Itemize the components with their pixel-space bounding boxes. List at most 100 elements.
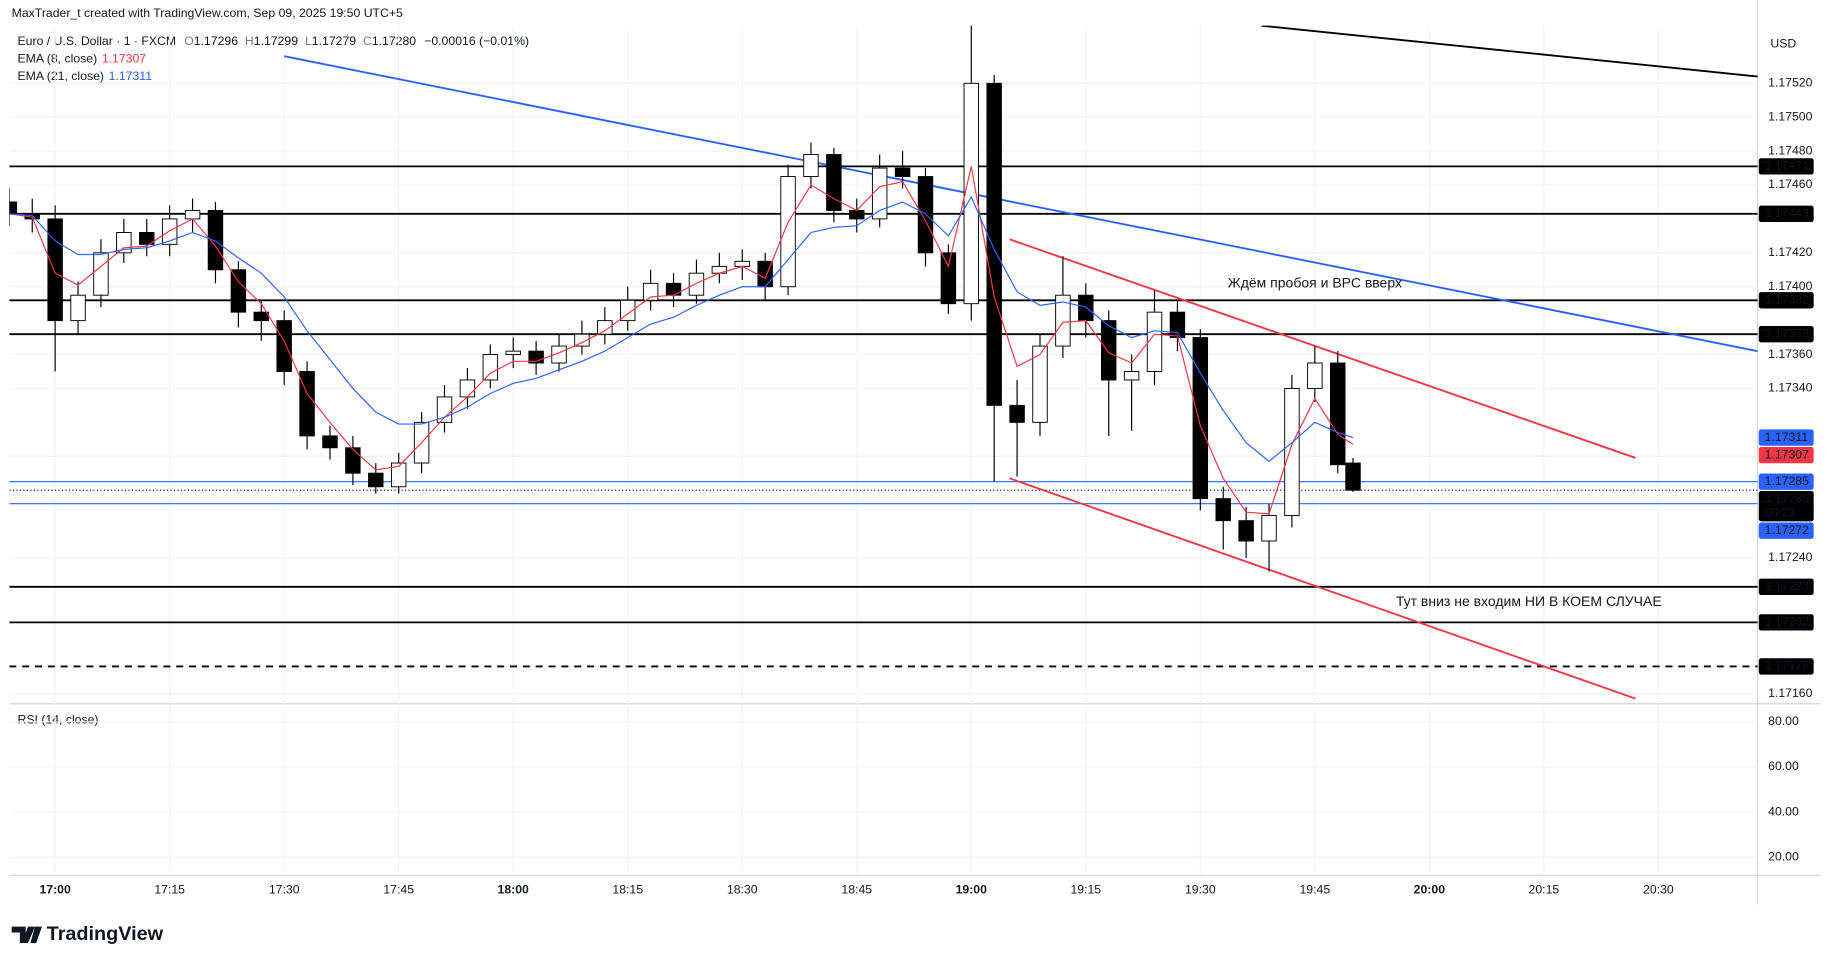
candle-body: [642, 282, 659, 301]
x-tick-label: 17:45: [383, 883, 414, 897]
candle-body: [93, 252, 109, 296]
price-label-box: [1758, 578, 1814, 595]
candle-body: [299, 371, 315, 437]
candle-body: [230, 269, 247, 313]
candle-body: [1146, 311, 1163, 372]
price-label-box: [1758, 205, 1814, 223]
ema-legend: EMA (21, close) 1.17311: [18, 69, 153, 83]
x-tick-label: 18:30: [727, 883, 758, 897]
y-tick-label: 1.17340: [1768, 381, 1812, 395]
candle-body: [1192, 337, 1209, 500]
price-label-box: [1758, 658, 1814, 675]
candle-body: [917, 176, 934, 254]
ema-line: [9, 195, 1354, 463]
y-tick-label: 40.00: [1768, 804, 1799, 818]
y-tick-label: 1.17480: [1768, 143, 1812, 157]
price-label: 1.17223: [1765, 579, 1809, 593]
price-label: 1.17280: [1765, 491, 1809, 505]
candle-body: [849, 209, 865, 220]
candle-body: [345, 447, 361, 474]
price-label: 1.17372: [1765, 326, 1809, 340]
candle-body: [963, 82, 980, 305]
x-tick-label: 20:00: [1414, 883, 1446, 897]
ema-legend: EMA (8, close) 1.17307: [18, 52, 147, 66]
price-label: 1.17285: [1765, 474, 1809, 488]
candle-body: [734, 260, 750, 267]
candle-body: [780, 176, 796, 288]
x-tick-label: 19:00: [956, 883, 988, 897]
ohlc-value: 1.17299: [254, 34, 298, 48]
x-tick-label: 18:15: [612, 883, 643, 897]
price-label-box: [1758, 326, 1814, 343]
price-label-box: [1758, 522, 1814, 539]
price-label-box: [1758, 473, 1814, 490]
y-tick-label: 1.17420: [1768, 245, 1812, 259]
ohlc-key: O: [184, 34, 194, 48]
ohlc-value: 1.17280: [372, 34, 416, 48]
x-tick-label: 20:30: [1643, 883, 1674, 897]
candle-body: [551, 345, 567, 364]
ohlc-value: 1.17279: [312, 34, 356, 48]
candle-body: [70, 294, 86, 322]
candle-body: [1123, 371, 1140, 381]
candle-body: [161, 218, 178, 245]
candle-body: [459, 379, 476, 398]
price-label-box: [1758, 292, 1814, 309]
countdown: 00:28: [1765, 505, 1796, 519]
candle-body: [47, 218, 63, 322]
brand: TradingView: [47, 923, 164, 945]
annotation: Тут вниз не входим НИ В КОЕМ СЛУЧАЕ: [1396, 593, 1662, 609]
symbol: Euro / U.S. Dollar · 1 · FXCM: [18, 34, 177, 48]
x-tick-label: 19:30: [1185, 883, 1216, 897]
candle-body: [253, 311, 269, 322]
candle-body: [528, 350, 544, 364]
candle-body: [1169, 311, 1186, 339]
candle-body: [207, 209, 224, 271]
legend-name: EMA (21, close): [18, 69, 104, 83]
trendline: [1261, 25, 1758, 78]
ohlc-key: C: [363, 34, 372, 48]
y-tick-label: 1.17160: [1768, 686, 1812, 700]
logo-mark: [11, 926, 43, 943]
x-tick-label: 18:00: [498, 883, 530, 897]
attribution: MaxTrader_t created with TradingView.com…: [12, 6, 403, 20]
y-tick-label: 1.17500: [1768, 109, 1812, 123]
x-tick-label: 20:15: [1529, 883, 1560, 897]
y-tick-label: 20.00: [1768, 849, 1799, 863]
ema-line: [9, 166, 1354, 515]
y-tick-label: 1.17360: [1768, 347, 1812, 361]
candle-body: [1238, 520, 1254, 542]
trendline: [1009, 238, 1636, 459]
candle-body: [597, 320, 613, 335]
candle-body: [574, 333, 590, 347]
candle-body: [139, 232, 155, 245]
ohlc-key: L: [305, 34, 312, 48]
candle-body: [665, 282, 682, 296]
candle-body: [894, 167, 911, 178]
price-label-box: [1758, 158, 1814, 175]
y-tick-label: 1.17460: [1768, 177, 1812, 191]
candle-body: [940, 252, 957, 305]
candle-body: [1284, 387, 1300, 517]
ohlc-key: H: [245, 34, 254, 48]
symbol-legend: Euro / U.S. Dollar · 1 · FXCM O1.17296 H…: [18, 34, 530, 48]
candle-body: [620, 299, 636, 322]
x-tick-label: 19:45: [1300, 883, 1331, 897]
y-tick-label: 1.17240: [1768, 550, 1812, 564]
price-label-box: [1758, 491, 1814, 522]
candle-body: [1330, 362, 1346, 466]
candle-body: [184, 209, 201, 220]
legend-value: 1.17311: [109, 69, 153, 83]
price-label-box: [1758, 446, 1814, 464]
ohlc-value: 1.17296: [194, 34, 238, 48]
candle-body: [871, 167, 888, 220]
price-label-box: [1758, 429, 1814, 446]
brand-logo: TradingView: [11, 923, 164, 945]
candle-body: [1009, 404, 1025, 423]
x-tick-label: 17:00: [39, 883, 71, 897]
candle-body: [482, 354, 499, 381]
price-label: 1.17311: [1765, 430, 1809, 444]
y-tick-label: 80.00: [1768, 714, 1799, 728]
